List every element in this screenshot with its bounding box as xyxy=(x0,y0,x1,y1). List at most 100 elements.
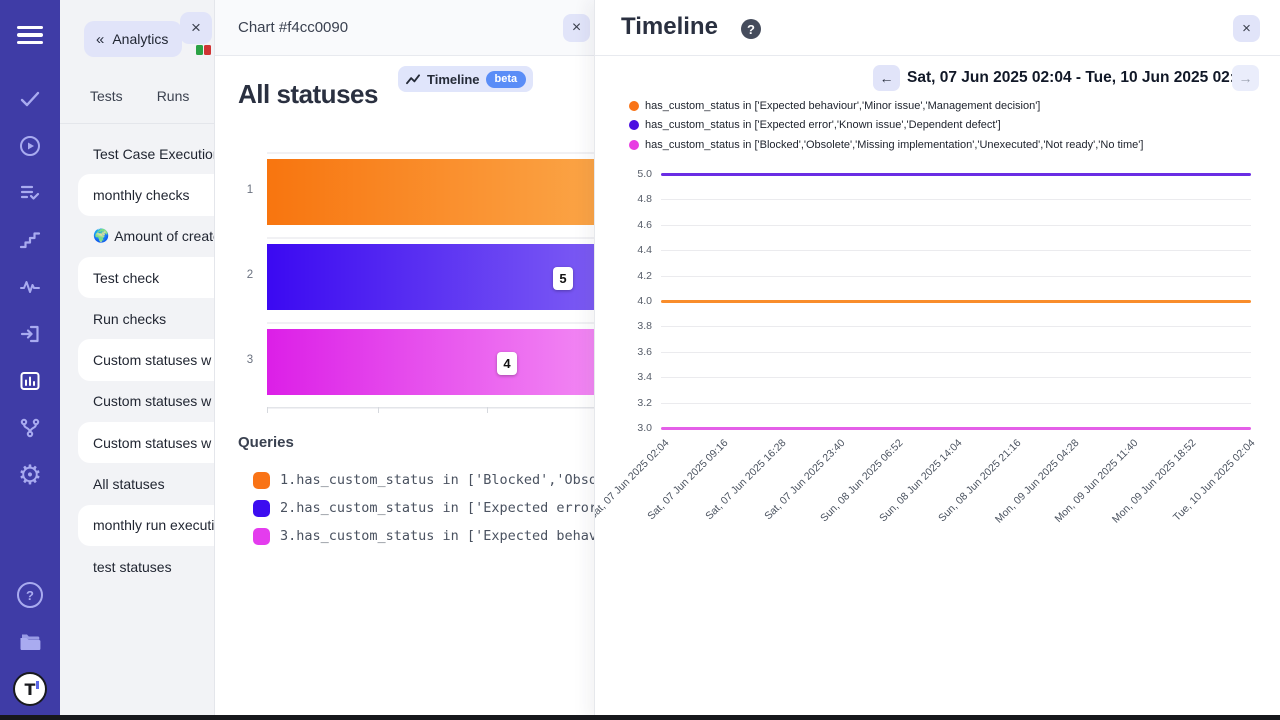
analytics-sidebar: « Analytics × Tests Runs Test Case Execu… xyxy=(60,0,215,720)
nav-list-item[interactable]: monthly checks xyxy=(78,174,214,216)
close-icon: × xyxy=(571,19,582,36)
legend-item[interactable]: has_custom_status in ['Expected error','… xyxy=(629,116,1143,136)
row-separator xyxy=(267,151,594,154)
pulse-activity-icon[interactable] xyxy=(0,264,60,310)
analytics-bar-chart-icon[interactable] xyxy=(0,358,60,404)
queries-title: Queries xyxy=(238,434,294,451)
steps-icon[interactable] xyxy=(0,217,60,263)
projects-folder-icon[interactable] xyxy=(0,619,60,665)
legend-item[interactable]: has_custom_status in ['Expected behaviou… xyxy=(629,96,1143,116)
grid-line xyxy=(661,250,1251,252)
legend-item[interactable]: has_custom_status in ['Blocked','Obsolet… xyxy=(629,135,1143,155)
nav-list-item[interactable]: Test Case Execution xyxy=(60,133,214,174)
chart-drawer-panel: Chart #f4cc0090 × All statuses Timeline … xyxy=(214,0,594,720)
analytics-collapse-button[interactable]: « Analytics xyxy=(84,21,183,57)
category-label: 2 xyxy=(246,269,254,281)
runs-play-icon[interactable] xyxy=(0,123,60,169)
y-tick-label: 4.0 xyxy=(637,295,652,307)
tab-runs[interactable]: Runs xyxy=(156,88,190,104)
timeline-line-chart: 5.0 4.8 4.6 4.4 4.2 4.0 3.8 3.6 3.4 3.2 3.0 Sat, 07… xyxy=(595,0,1280,720)
x-tick-label: Mon, 09 Jun 2025 18:52 xyxy=(1110,437,1199,526)
menu-icon[interactable] xyxy=(0,12,60,58)
grid-line xyxy=(661,199,1251,201)
bar[interactable] xyxy=(267,244,594,310)
timeline-legend: has_custom_status in ['Expected behaviou… xyxy=(629,96,1143,155)
series-line[interactable] xyxy=(661,299,1251,303)
nav-list-item[interactable]: monthly run execution xyxy=(78,504,215,546)
nav-list-item[interactable]: Custom statuses w xyxy=(60,381,214,422)
status-red-square xyxy=(204,45,211,55)
tests-check-icon[interactable] xyxy=(0,76,60,122)
nav-item-label: Amount of created xyxy=(114,228,214,245)
timeline-title: Timeline xyxy=(621,13,718,40)
sidebar-tabs: Tests Runs xyxy=(60,88,214,123)
x-tick-label: Sat, 07 Jun 2025 16:28 xyxy=(703,437,789,523)
help-circle-icon[interactable]: ? xyxy=(0,572,60,618)
tab-tests[interactable]: Tests xyxy=(90,88,123,104)
date-range-next-button[interactable]: → xyxy=(1232,65,1259,91)
grid-line xyxy=(661,351,1251,353)
logo-circle: T xyxy=(13,672,47,706)
testomat-logo[interactable]: T xyxy=(0,666,60,712)
gear-glyph: ⚙ xyxy=(17,459,43,490)
nav-item-label: test statuses xyxy=(93,558,172,575)
nav-item-label: monthly checks xyxy=(93,186,190,203)
nav-item-label: Custom statuses w xyxy=(93,352,212,369)
query-text: 2.has_custom_status in ['Expected error'… xyxy=(280,500,594,516)
nav-list-item[interactable]: Custom statuses w xyxy=(78,422,214,464)
chart-close-button[interactable]: × xyxy=(563,14,590,42)
timeline-beta-badge[interactable]: Timeline beta xyxy=(398,66,534,92)
legend-dot xyxy=(629,139,639,150)
bar-value-label: 4 xyxy=(497,352,517,375)
sidebar-close-button[interactable]: × xyxy=(180,12,212,44)
series-line[interactable] xyxy=(661,172,1251,176)
legend-label: has_custom_status in ['Expected behaviou… xyxy=(645,99,1041,112)
bar[interactable] xyxy=(267,159,594,225)
query-color-swatch xyxy=(253,527,270,545)
nav-list-item[interactable]: test statuses xyxy=(60,546,214,587)
globe-icon: 🌍 xyxy=(93,228,110,244)
nav-item-label: monthly run execution xyxy=(93,517,215,534)
sign-in-icon[interactable] xyxy=(0,311,60,357)
legend-dot xyxy=(629,120,639,131)
legend-label: has_custom_status in ['Expected error','… xyxy=(645,119,1001,132)
x-tick-label: Tue, 10 Jun 2025 02:04 xyxy=(1170,437,1258,524)
bottom-edge-strip xyxy=(0,715,1280,720)
chart-id-title: Chart #f4cc0090 xyxy=(238,19,349,36)
close-icon: × xyxy=(191,18,201,37)
legend-label: has_custom_status in ['Blocked','Obsolet… xyxy=(645,138,1144,151)
nav-list-item[interactable]: 🌍Amount of created xyxy=(60,216,214,257)
series-line[interactable] xyxy=(661,426,1251,430)
status-indicator xyxy=(196,45,211,55)
y-tick-label: 4.8 xyxy=(637,193,652,206)
settings-gear-icon[interactable]: ⚙ xyxy=(0,452,60,498)
y-tick-label: 3.6 xyxy=(637,345,652,358)
nav-list-item[interactable]: All statuses xyxy=(60,463,214,504)
nav-list-item[interactable]: Custom statuses w xyxy=(78,339,214,381)
row-separator xyxy=(267,236,594,239)
nav-list-item[interactable]: Test check xyxy=(78,256,214,299)
page-title: All statuses xyxy=(238,79,378,110)
suites-list-check-icon[interactable] xyxy=(0,170,60,216)
branches-icon[interactable] xyxy=(0,405,60,451)
query-color-swatch xyxy=(253,471,270,489)
sidebar-title: Analytics xyxy=(112,31,169,47)
timeline-close-button[interactable]: × xyxy=(1233,15,1260,42)
x-tick-label: Sun, 08 Jun 2025 14:04 xyxy=(877,437,965,525)
hamburger-bars xyxy=(17,25,43,45)
badge-label: Timeline xyxy=(427,71,480,87)
bar[interactable] xyxy=(267,329,594,395)
grid-line xyxy=(661,377,1251,379)
logo-accent xyxy=(36,681,39,689)
logo-letter: T xyxy=(24,679,36,699)
x-tick-label: Mon, 09 Jun 2025 11:40 xyxy=(1052,437,1141,526)
trend-zigzag-icon xyxy=(406,73,420,84)
nav-list-item[interactable]: Run checks xyxy=(60,298,214,339)
nav-item-label: All statuses xyxy=(93,476,165,493)
tabs-divider xyxy=(60,123,214,124)
help-icon[interactable]: ? xyxy=(741,19,761,39)
close-icon: × xyxy=(1242,20,1251,37)
grid-line xyxy=(661,224,1251,226)
date-range-prev-button[interactable]: ← xyxy=(873,65,900,91)
nav-item-label: Run checks xyxy=(93,310,167,327)
